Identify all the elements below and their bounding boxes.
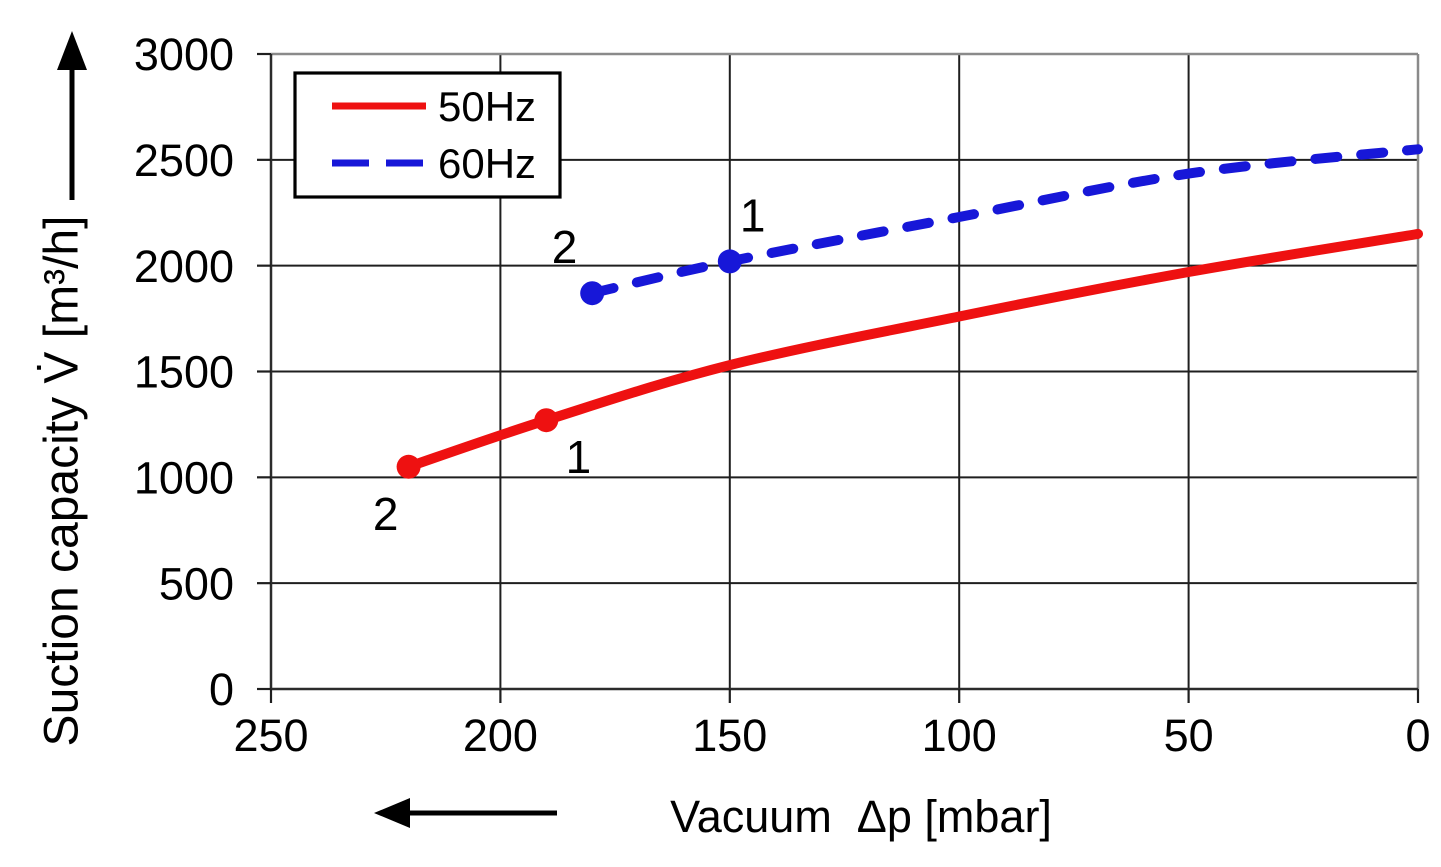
data-point-marker-60hz-1 (717, 249, 742, 274)
legend: 50Hz 60Hz (293, 71, 562, 199)
x-axis-title: Vacuum Δp [mbar] (670, 791, 1052, 842)
data-point-marker-50hz-2 (396, 454, 421, 479)
point-number-label-60hz-2: 2 (552, 221, 578, 273)
legend-box (293, 71, 562, 199)
x-tick-label: 200 (463, 710, 538, 761)
y-tick-label: 2500 (134, 135, 234, 186)
y-tick-label: 1500 (134, 347, 234, 398)
y-tick-label: 3000 (134, 29, 234, 80)
y-tick-label: 0 (209, 664, 234, 715)
x-tick-label: 0 (1405, 710, 1430, 761)
legend-label-50hz: 50Hz (438, 83, 536, 130)
y-tick-label: 500 (159, 558, 234, 609)
y-axis-direction-arrow (57, 31, 87, 200)
y-tick-label: 1000 (134, 453, 234, 504)
x-tick-label: 50 (1164, 710, 1214, 761)
x-tick-label: 100 (922, 710, 997, 761)
point-number-label-50hz-2: 2 (373, 488, 399, 540)
y-axis-title: Suction capacity V̇ [m³/h] (36, 216, 89, 747)
data-point-marker-60hz-2 (580, 281, 605, 306)
x-axis-direction-arrow (374, 798, 557, 828)
point-number-label-50hz-1: 1 (566, 431, 592, 483)
series-curve-60hz (587, 144, 1423, 299)
legend-label-60hz: 60Hz (438, 140, 536, 187)
data-point-marker-50hz-1 (534, 408, 559, 433)
y-tick-label: 2000 (134, 241, 234, 292)
x-tick-label: 150 (692, 710, 767, 761)
point-number-label-60hz-1: 1 (740, 189, 766, 241)
curves-layer: 2 1 2 1 (373, 144, 1423, 540)
x-tick-label: 250 (233, 710, 308, 761)
